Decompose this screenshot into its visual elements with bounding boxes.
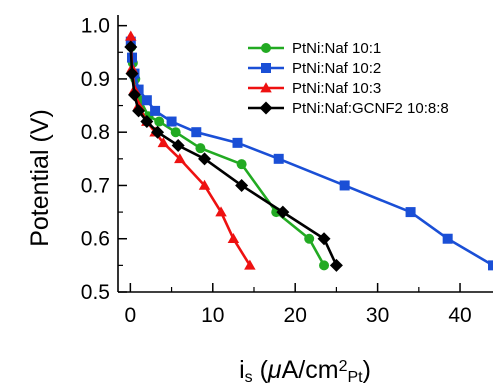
legend-entry: PtNi:Naf:GCNF2 10:8:8	[248, 100, 449, 117]
legend-entry: PtNi:Naf 10:2	[248, 60, 381, 77]
data-point	[191, 127, 202, 138]
data-point	[339, 180, 350, 191]
data-point	[232, 137, 243, 148]
x-axis-title: is (μA/cm2Pt)	[239, 356, 371, 386]
x-tick-label: 40	[448, 304, 471, 327]
axes-frame	[117, 15, 493, 293]
x-tick-label: 0	[125, 304, 137, 327]
data-point	[244, 259, 256, 270]
data-point	[133, 84, 144, 95]
data-point	[151, 125, 165, 139]
legend-marker	[261, 43, 271, 53]
series-3	[125, 30, 256, 270]
data-point	[198, 152, 212, 166]
x-tick-label: 10	[201, 304, 224, 327]
legend-marker	[259, 101, 273, 115]
y-tick-label: 1.0	[81, 15, 110, 38]
data-point	[127, 88, 141, 102]
data-point	[140, 115, 154, 129]
data-point	[276, 205, 290, 219]
data-point	[171, 139, 185, 153]
data-point	[304, 233, 315, 244]
x-tick-label: 30	[366, 304, 389, 327]
data-point	[125, 67, 139, 81]
series-layer	[124, 30, 493, 272]
legend-marker	[260, 82, 272, 93]
legend-label: PtNi:Naf 10:2	[292, 60, 381, 77]
data-point	[405, 207, 416, 218]
data-point	[166, 116, 177, 127]
data-point	[227, 232, 240, 244]
tick-labels: 0.5 0.6 0.7 0.8 0.9 1.0 0 10 20 30 40	[81, 15, 472, 327]
data-point	[198, 179, 211, 190]
data-point	[174, 153, 186, 164]
y-tick-label: 0.6	[81, 228, 110, 251]
data-point	[195, 143, 206, 154]
data-point	[488, 260, 493, 271]
y-tick-label: 0.5	[81, 281, 110, 304]
legend-marker	[261, 63, 271, 73]
data-point	[215, 206, 227, 217]
series-4	[124, 40, 343, 272]
y-tick-label: 0.8	[81, 121, 110, 144]
legend-label: PtNi:Naf:GCNF2 10:8:8	[292, 100, 449, 117]
y-axis-title: Potential (V)	[26, 109, 54, 247]
y-tick-label: 0.7	[81, 174, 110, 197]
data-point	[329, 258, 343, 272]
data-point	[157, 137, 170, 148]
legend-label: PtNi:Naf 10:3	[292, 80, 381, 97]
data-point	[236, 159, 247, 170]
y-tick-label: 0.9	[81, 68, 110, 91]
data-point	[319, 260, 330, 271]
data-point	[235, 178, 249, 192]
data-point	[132, 104, 146, 118]
x-tick-label: 20	[284, 304, 307, 327]
data-point	[442, 233, 453, 244]
data-point	[317, 232, 331, 246]
data-point	[141, 95, 152, 106]
data-point	[273, 153, 284, 164]
data-point	[124, 40, 138, 54]
data-point	[154, 116, 165, 127]
legend: PtNi:Naf 10:1 PtNi:Naf 10:2 PtNi:Naf 10:3 P…	[248, 40, 449, 117]
data-point	[125, 30, 137, 41]
legend-label: PtNi:Naf 10:1	[292, 40, 381, 57]
data-point	[150, 105, 161, 116]
legend-entry: PtNi:Naf 10:3	[248, 80, 381, 97]
data-point	[170, 127, 181, 138]
legend-entry: PtNi:Naf 10:1	[248, 40, 381, 57]
